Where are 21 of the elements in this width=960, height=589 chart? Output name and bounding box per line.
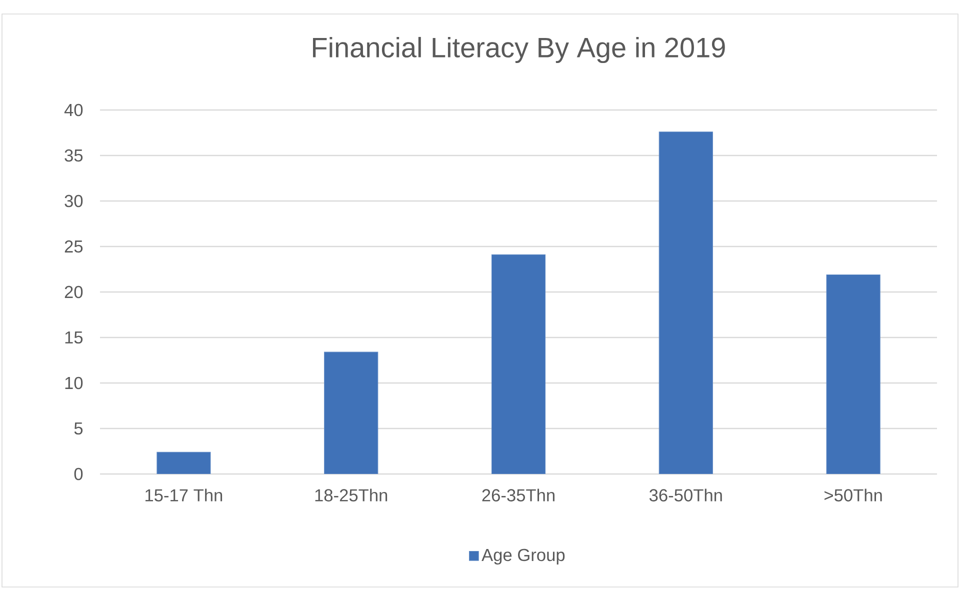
bar bbox=[156, 452, 211, 474]
y-tick-label: 10 bbox=[65, 376, 83, 390]
bar bbox=[658, 132, 713, 474]
y-tick-label: 15 bbox=[65, 331, 83, 344]
bar bbox=[491, 254, 546, 474]
y-tick-label: 40 bbox=[64, 104, 83, 116]
y-tick-label: 5 bbox=[74, 422, 83, 435]
bar bbox=[324, 352, 378, 474]
y-tick-label: 30 bbox=[64, 194, 83, 208]
chart-title: Financial Literacy By Age in 2019 bbox=[313, 36, 725, 64]
y-tick-label: 0 bbox=[74, 468, 83, 480]
y-tick-label: 35 bbox=[64, 149, 83, 162]
x-tick-label: 15-17 Thn bbox=[146, 488, 222, 502]
y-tick-label: 25 bbox=[64, 240, 83, 253]
x-tick-label: 36-50Thn bbox=[649, 488, 722, 502]
x-tick-label: >50Thn bbox=[824, 488, 882, 502]
y-tick-label: 20 bbox=[64, 286, 83, 298]
x-tick-label: 18-25Thn bbox=[315, 488, 388, 502]
legend-label: Age Group bbox=[482, 548, 565, 565]
bar bbox=[826, 274, 880, 474]
x-tick-label: 26-35Thn bbox=[482, 488, 554, 502]
